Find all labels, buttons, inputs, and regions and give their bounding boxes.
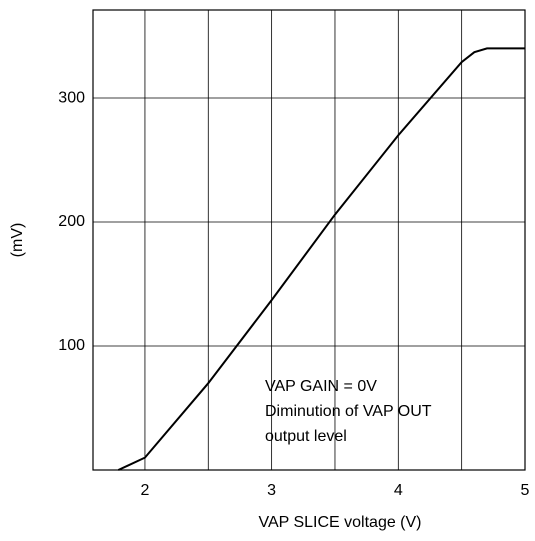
annotation: Diminution of VAP OUT: [265, 403, 432, 420]
y-tick-label: 300: [58, 89, 85, 106]
x-tick-label: 4: [394, 482, 403, 499]
annotation: output level: [265, 428, 347, 445]
x-tick-label: 3: [267, 482, 276, 499]
y-tick-label: 200: [58, 213, 85, 230]
annotation: VAP GAIN = 0V: [265, 378, 377, 395]
x-tick-label: 2: [140, 482, 149, 499]
x-tick-label: 5: [521, 482, 530, 499]
plot-frame: [92, 9, 526, 471]
line: [117, 47, 525, 471]
y-axis-label: (mV): [9, 223, 26, 258]
y-tick-label: 100: [58, 337, 85, 354]
x-axis-label: VAP SLICE voltage (V): [258, 514, 421, 531]
